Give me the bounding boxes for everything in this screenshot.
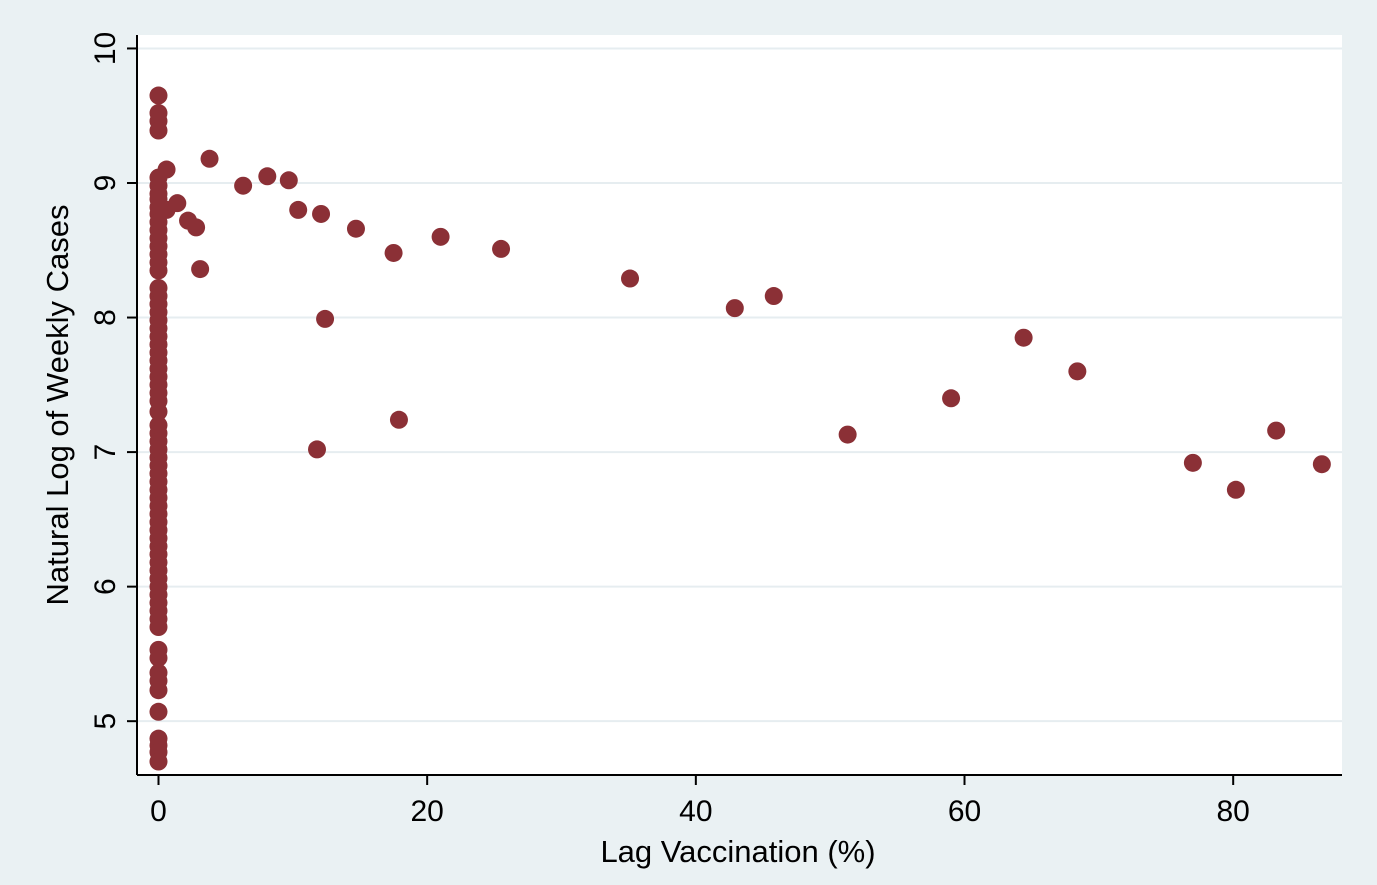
data-point [621,269,640,288]
data-point [157,160,176,179]
x-tick-label: 40 [679,795,712,828]
data-point [725,299,744,318]
data-point [308,440,327,459]
data-point [389,410,408,429]
y-tick-label: 8 [89,309,122,326]
data-point [149,702,168,721]
data-point [764,287,783,306]
data-point [149,261,168,280]
x-tick-label: 20 [410,795,443,828]
data-point [234,176,253,195]
data-point [431,227,450,246]
data-points [149,86,1331,771]
data-point [149,752,168,771]
plot-area [137,35,1342,775]
data-point [149,648,168,667]
data-point [312,204,331,223]
data-point [279,171,298,190]
data-point [149,681,168,700]
data-point [191,260,210,279]
data-point [492,239,511,258]
data-point [258,167,277,186]
data-point [1068,362,1087,381]
data-point [168,194,187,213]
data-point [1014,328,1033,347]
data-point [187,218,206,237]
data-point [1226,480,1245,499]
y-tick-label: 9 [89,175,122,192]
y-tick-label: 10 [89,32,122,65]
data-point [149,86,168,105]
data-point [1312,455,1331,474]
data-point [942,389,961,408]
y-tick-label: 7 [89,444,122,461]
data-point [838,425,857,444]
data-point [316,309,335,328]
data-point [149,618,168,636]
x-axis-title: Lag Vaccination (%) [600,834,875,869]
data-point [149,121,168,140]
x-tick-label: 80 [1216,795,1249,828]
y-axis-title: Natural Log of Weekly Cases [40,205,75,606]
data-point [200,149,219,168]
data-point [1267,421,1286,440]
data-point [289,200,308,219]
data-point [149,402,168,421]
data-point [384,243,403,262]
data-point [346,219,365,238]
x-tick-label: 60 [948,795,981,828]
gridlines [137,47,1342,723]
y-axis-ticks: 5 6 7 8 9 10 [89,32,137,730]
y-tick-label: 6 [89,578,122,595]
x-axis-ticks: 0 20 40 60 80 [150,775,1250,828]
x-tick-label: 0 [150,795,167,828]
data-point [1183,453,1202,472]
y-tick-label: 5 [89,713,122,730]
